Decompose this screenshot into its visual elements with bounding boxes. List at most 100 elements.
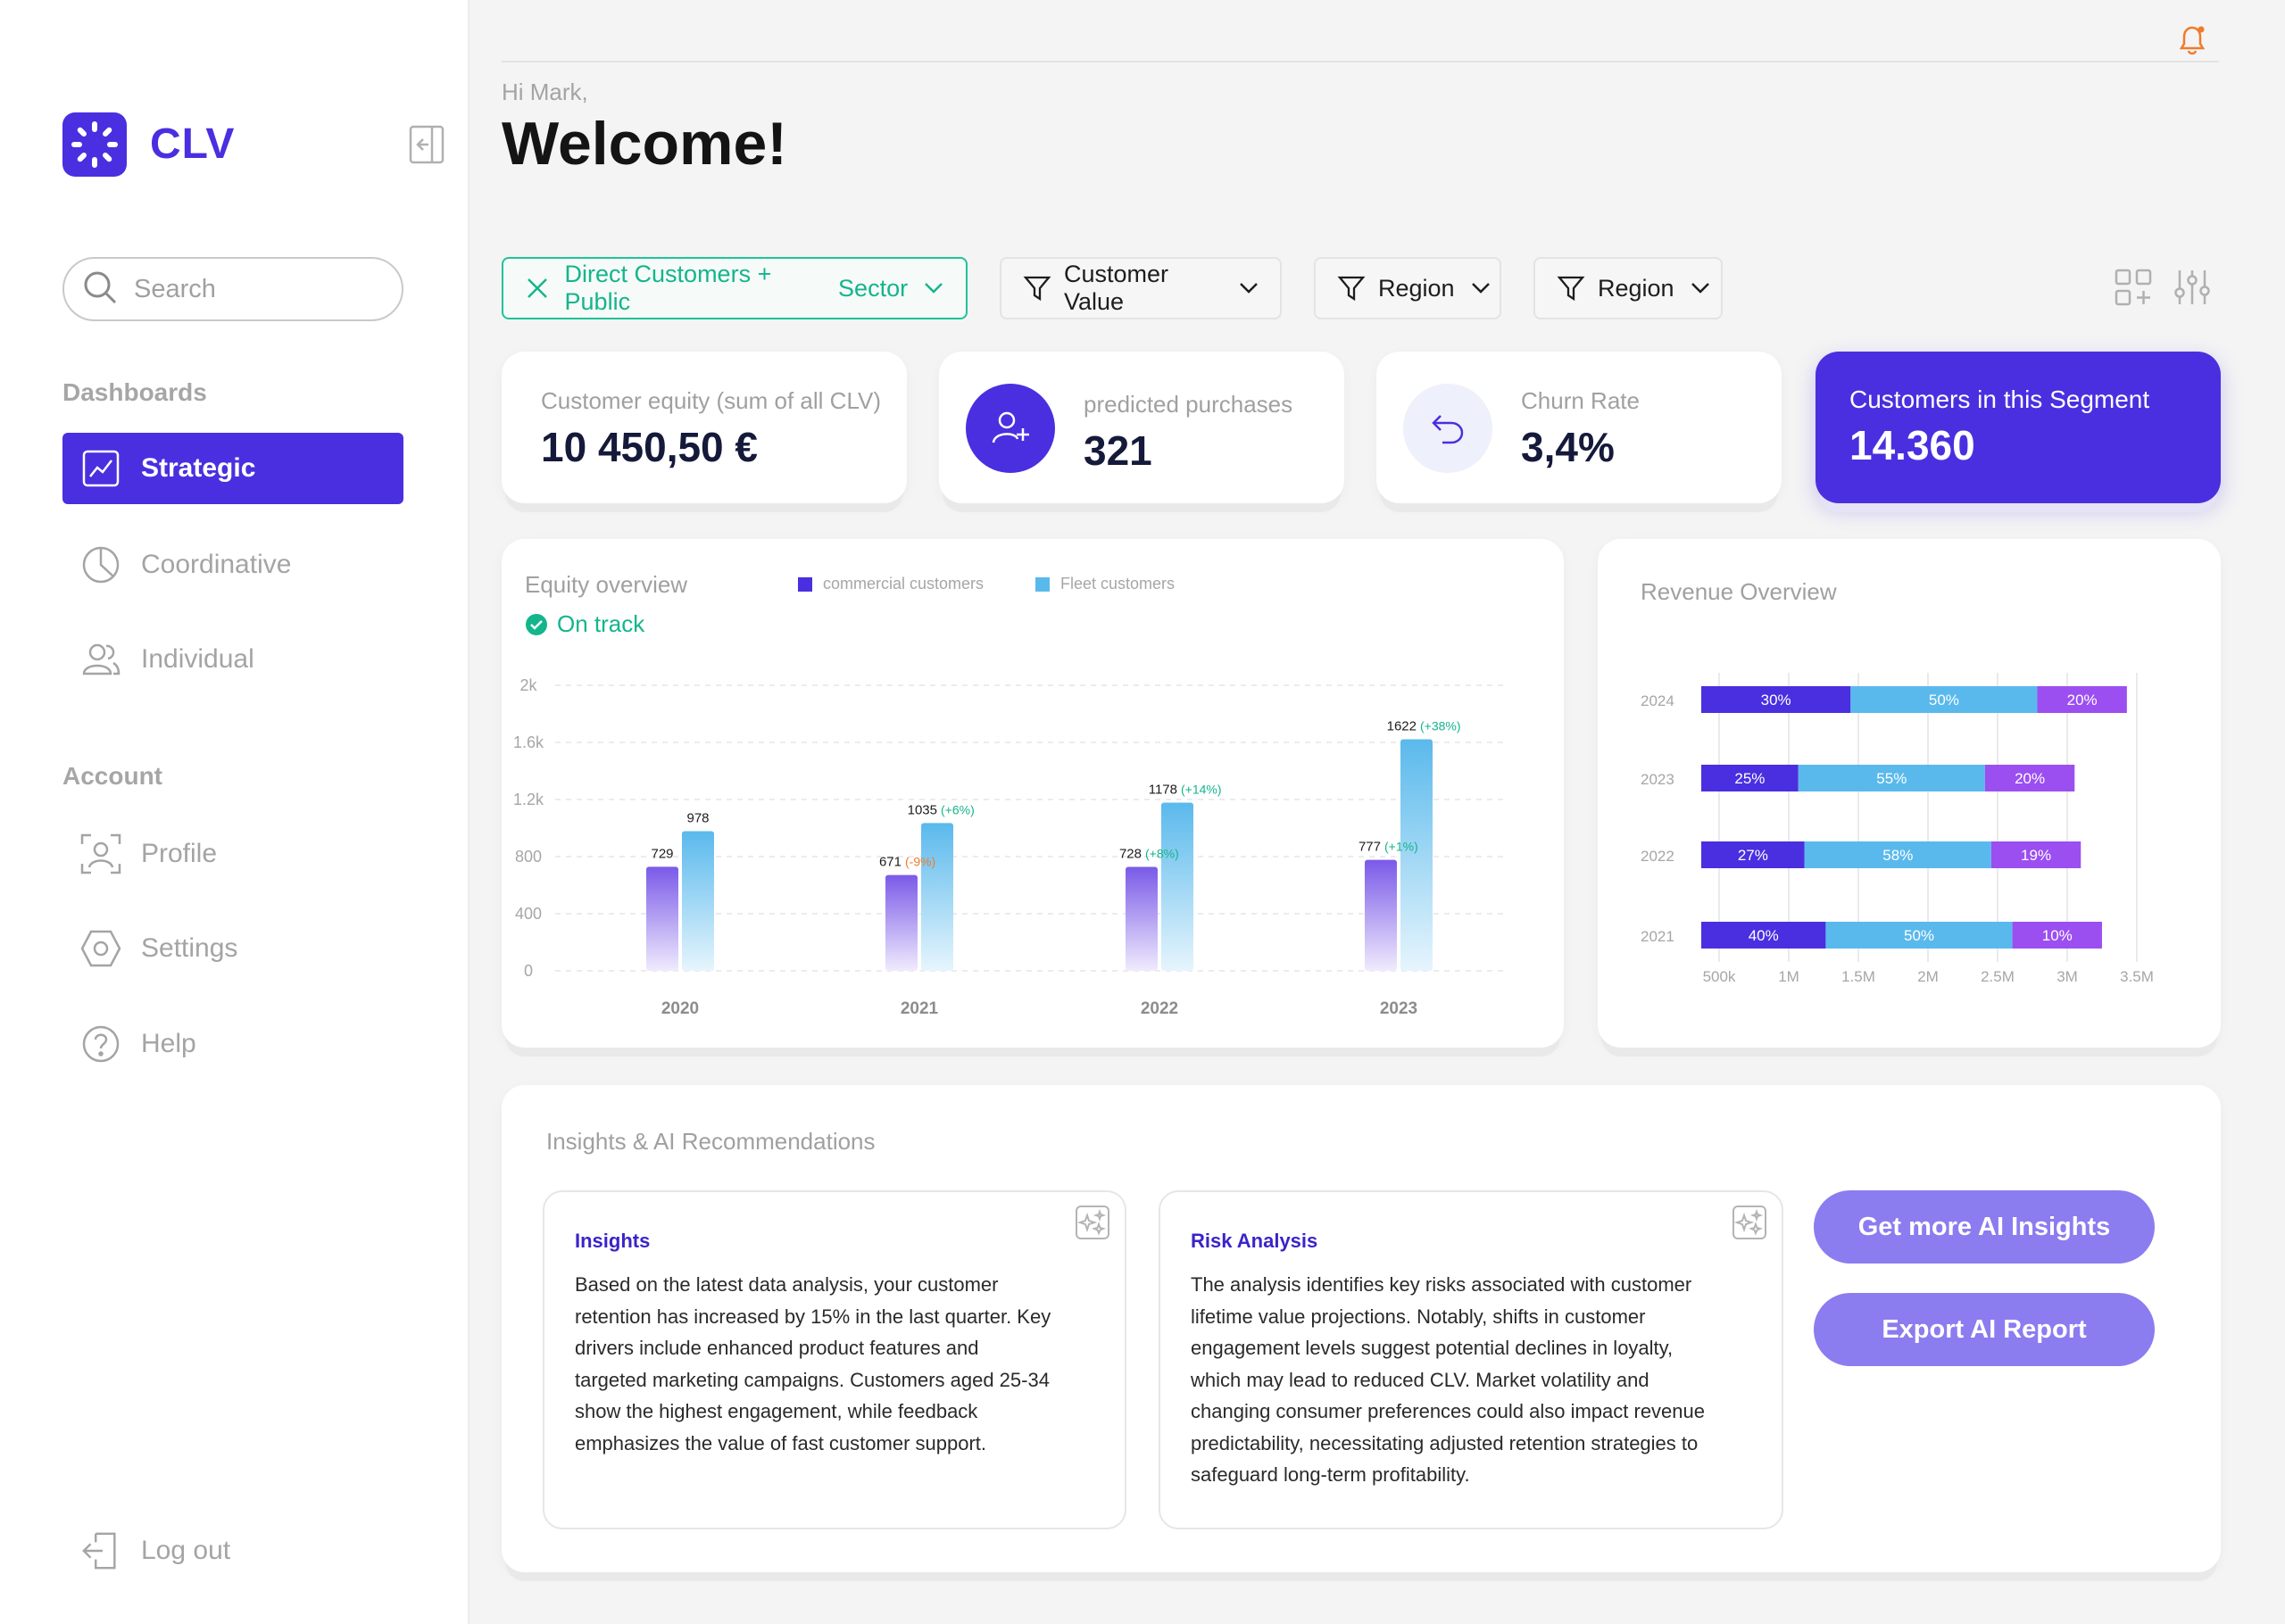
search-box[interactable]: [62, 257, 403, 321]
stacked-bar-segment: [1701, 841, 1805, 868]
y-tick-label: 0: [524, 962, 533, 980]
text-line: drivers include enhanced product feature…: [575, 1337, 979, 1359]
risk-analysis-card: Risk Analysis The analysis identifies ke…: [1159, 1190, 1783, 1529]
search-icon: [82, 269, 118, 310]
stacked-bar-segment: [1984, 765, 2075, 791]
nav-item-label: Individual: [141, 644, 254, 674]
x-tick-label: 2021: [901, 999, 939, 1018]
y-tick-label: 2021: [1641, 928, 1674, 945]
data-label-commercial: 729: [651, 846, 673, 861]
insights-card: Insights Based on the latest data analys…: [543, 1190, 1126, 1529]
kpi-equity-value: 10 450,50 €: [541, 424, 759, 470]
stacked-bar-segment: [1804, 841, 1991, 868]
kpi-churn-label: Churn Rate: [1521, 387, 1640, 414]
equity-overview-title: Equity overview: [525, 571, 688, 598]
ai-sparkle-icon[interactable]: [1075, 1205, 1110, 1240]
logo-icon: [62, 112, 127, 177]
data-label-fleet: 1622: [1387, 718, 1417, 733]
legend-swatch: [1035, 576, 1050, 592]
data-change-commercial: (-9%): [905, 855, 935, 869]
kpi-churn-value: 3,4%: [1521, 424, 1615, 470]
customer-value-filter[interactable]: Customer Value: [1000, 257, 1282, 319]
y-tick-label: 800: [515, 848, 542, 866]
search-input[interactable]: [134, 274, 384, 304]
kpi-segment-label: Customers in this Segment: [1849, 385, 2150, 413]
check-circle-icon: [525, 613, 548, 636]
status-on-track: On track: [525, 610, 644, 638]
data-label-commercial: 671: [879, 855, 902, 870]
stacked-bar-segment: [1825, 922, 2013, 949]
nav-item-strategic[interactable]: Strategic: [62, 433, 403, 504]
legend-swatch: [798, 576, 812, 592]
y-tick-label: 1.2k: [513, 791, 544, 808]
ai-sparkle-icon[interactable]: [1732, 1205, 1767, 1240]
data-label-fleet: 1178: [1149, 783, 1177, 798]
bar-fleet: [1161, 802, 1193, 971]
kpi-segment-value: 14.360: [1849, 422, 1975, 468]
kpi-card-segment: Customers in this Segment 14.360: [1816, 352, 2221, 503]
segment-label: 27%: [1738, 847, 1768, 864]
notification-bell-icon[interactable]: [2174, 21, 2210, 57]
kpi-purchases-value: 321: [1084, 427, 1152, 474]
segment-label: 50%: [1904, 927, 1934, 944]
segment-label: 10%: [2042, 927, 2073, 944]
stacked-bar-segment: [1798, 765, 1985, 791]
settings-icon: [80, 928, 121, 969]
close-icon[interactable]: [525, 274, 553, 302]
risk-card-text: The analysis identifies key risks associ…: [1191, 1269, 1705, 1491]
revenue-stacked-bar-chart: 500k 1M 1.5M 2M 2.5M 3M 3.5M 2024 30% 50% 20% 2023 2…: [1641, 673, 2154, 985]
text-line: changing consumer preferences could also…: [1191, 1400, 1705, 1422]
x-tick-label: 2020: [661, 999, 699, 1018]
x-tick-label: 2M: [1917, 968, 1939, 985]
filter-icon: [1337, 274, 1366, 302]
region-filter-2[interactable]: Region: [1533, 257, 1723, 319]
bar-commercial: [885, 874, 918, 971]
x-tick-label: 2022: [1141, 999, 1178, 1018]
segment-label: 30%: [1761, 692, 1791, 708]
y-tick-label: 2022: [1641, 848, 1674, 865]
data-label-commercial: 728: [1119, 847, 1142, 862]
segment-label: 20%: [2067, 692, 2098, 708]
kpi-card-equity: Customer equity (sum of all CLV) 10 450,…: [502, 352, 907, 503]
nav-item-label: Help: [141, 1029, 196, 1058]
get-more-ai-insights-button[interactable]: Get more AI Insights: [1814, 1190, 2155, 1264]
data-change-commercial: (+1%): [1384, 840, 1418, 854]
y-tick-label: 400: [515, 905, 542, 923]
customer-value-filter-label: Customer Value: [1064, 261, 1169, 315]
x-tick-label: 3M: [2056, 968, 2078, 985]
legend-label: commercial customers: [823, 575, 985, 592]
region-filter-1[interactable]: Region: [1314, 257, 1501, 319]
segment-label: 40%: [1749, 927, 1779, 944]
stacked-bar-segment: [1701, 686, 1851, 713]
segment-filter-chip[interactable]: Direct Customers + Public Sector: [502, 257, 968, 319]
logout-button[interactable]: Log out: [62, 1515, 403, 1587]
bar-commercial: [646, 866, 678, 971]
nav-item-help[interactable]: Help: [62, 1008, 403, 1080]
status-label: On track: [557, 610, 645, 637]
revenue-overview-panel: Revenue Overview 500k 1M 1.5M 2M 2.5M 3M 3.5M 2…: [1598, 539, 2221, 1048]
data-change-fleet: (+14%): [1181, 783, 1222, 797]
nav-item-profile[interactable]: Profile: [62, 818, 403, 890]
nav-item-settings[interactable]: Settings: [62, 913, 403, 984]
x-tick-label: 2.5M: [1981, 968, 2015, 985]
add-widget-icon[interactable]: [2114, 268, 2153, 307]
x-tick-label: 1M: [1778, 968, 1799, 985]
x-tick-label: 500k: [1703, 968, 1736, 985]
nav-item-coordinative[interactable]: Coordinative: [62, 529, 403, 601]
text-line: emphasizes the value of fast customer su…: [575, 1431, 987, 1454]
chevron-down-icon: [1471, 278, 1491, 299]
nav-item-individual[interactable]: Individual: [62, 624, 403, 695]
segment-filter-label-2: Sector: [838, 274, 909, 302]
stacked-bar-segment: [2037, 686, 2127, 713]
region-filter-2-label: Region: [1598, 274, 1674, 302]
segment-filter-label-1: Direct Customers + Public: [564, 261, 772, 315]
segment-label: 20%: [2015, 770, 2045, 787]
text-line: predictability, necessitating adjusted r…: [1191, 1431, 1699, 1454]
equity-bar-chart: 0 400 800 1.2k 1.6k 2k 729 978 2020 671 (-9%) 1035 (…: [513, 676, 1506, 1018]
chevron-down-icon: [924, 278, 944, 299]
collapse-sidebar-icon[interactable]: [409, 125, 445, 164]
segment-label: 58%: [1882, 847, 1913, 864]
export-ai-report-button[interactable]: Export AI Report: [1814, 1293, 2155, 1366]
text-line: retention has increased by 15% in the la…: [575, 1305, 1051, 1328]
adjustments-icon[interactable]: [2173, 268, 2212, 307]
